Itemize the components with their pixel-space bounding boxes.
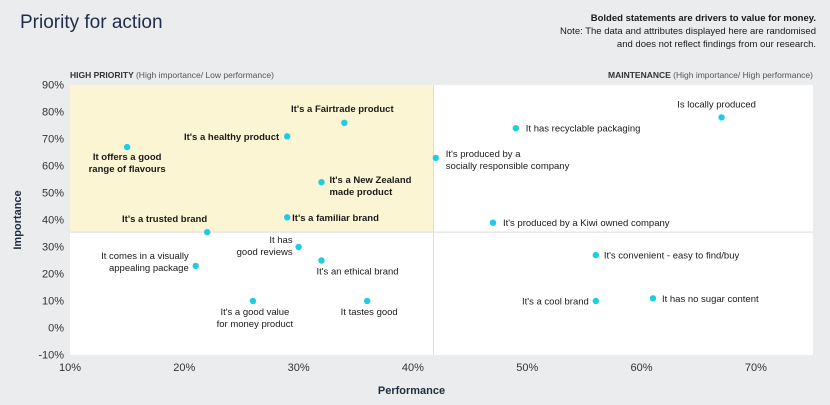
data-point-label: Is locally produced [677,99,756,110]
data-point-label: It's a New Zealand made product [329,175,411,198]
data-point [341,119,348,127]
data-point [123,143,131,151]
data-point-label: It has no sugar content [662,294,759,305]
data-point-label: It tastes good [341,307,398,318]
data-point-label: It's a healthy product [184,132,280,143]
data-point [192,262,199,270]
y-tick-label: 50% [42,188,64,200]
data-point-label: It's a cool brand [522,297,589,308]
x-axis-title: Performance [378,385,445,397]
quadrant-label-maintenance: MAINTENANCE (High importance/ High perfo… [608,70,813,80]
data-point-label: It comes in a visually appealing package [101,251,189,274]
data-point-label: It's a Fairtrade product [291,104,394,115]
y-axis-title: Importance [12,190,24,249]
data-point-label: It's a trusted brand [122,214,207,225]
data-point-label: It's a familiar brand [292,213,379,224]
data-point [283,133,291,140]
data-point [489,219,497,226]
x-tick-label: 40% [402,362,424,374]
quadrant-label-high-priority: HIGH PRIORITY (High importance/ Low perf… [70,70,274,80]
note-drivers: Bolded statements are drivers to value f… [590,13,816,24]
y-tick-label: 10% [42,296,64,308]
y-tick-label: 90% [42,80,64,92]
x-tick-label: 70% [745,362,767,374]
data-point-label: It's an ethical brand [316,267,398,278]
x-tick-label: 50% [516,362,538,374]
data-point [249,297,257,305]
y-tick-label: 20% [42,269,64,281]
data-point-label: It's a good value for money product [217,307,294,330]
data-point [318,257,325,264]
data-point [295,243,302,251]
x-tick-label: 30% [288,362,310,374]
x-tick-label: 20% [173,362,195,374]
data-point-label: It's produced by a socially responsible c… [446,149,570,172]
data-point [592,297,600,305]
y-tick-label: -10% [38,350,64,362]
data-point [592,251,600,259]
data-point-label: It's convenient - easy to find/buy [604,251,740,262]
y-tick-label: 30% [42,242,64,254]
note-randomised-2: and does not reflect findings from our r… [616,39,816,50]
y-tick-label: 40% [42,215,64,227]
data-point [512,125,519,132]
y-tick-label: 60% [42,161,64,173]
data-point [203,228,211,236]
data-point [718,114,725,121]
x-tick-label: 60% [631,362,653,374]
note-randomised-1: Note: The data and attributes displayed … [560,26,816,37]
x-tick-label: 10% [59,362,81,374]
y-tick-label: 70% [42,134,64,146]
data-point [432,154,439,162]
y-tick-label: 0% [48,323,64,335]
data-point [283,214,291,221]
high-priority-quadrant [70,85,434,233]
data-point [649,295,657,302]
data-point-label: It offers a good range of flavours [89,152,166,175]
chart-notes: Bolded statements are drivers to value f… [560,12,816,51]
chart-title: Priority for action [20,12,163,33]
data-point-label: It has recyclable packaging [526,124,641,135]
data-point [364,297,371,305]
y-tick-label: 80% [42,107,64,119]
data-point-label: It's produced by a Kiwi owned company [503,218,670,229]
data-point [318,179,325,186]
data-point-label: It has good reviews [237,235,293,258]
